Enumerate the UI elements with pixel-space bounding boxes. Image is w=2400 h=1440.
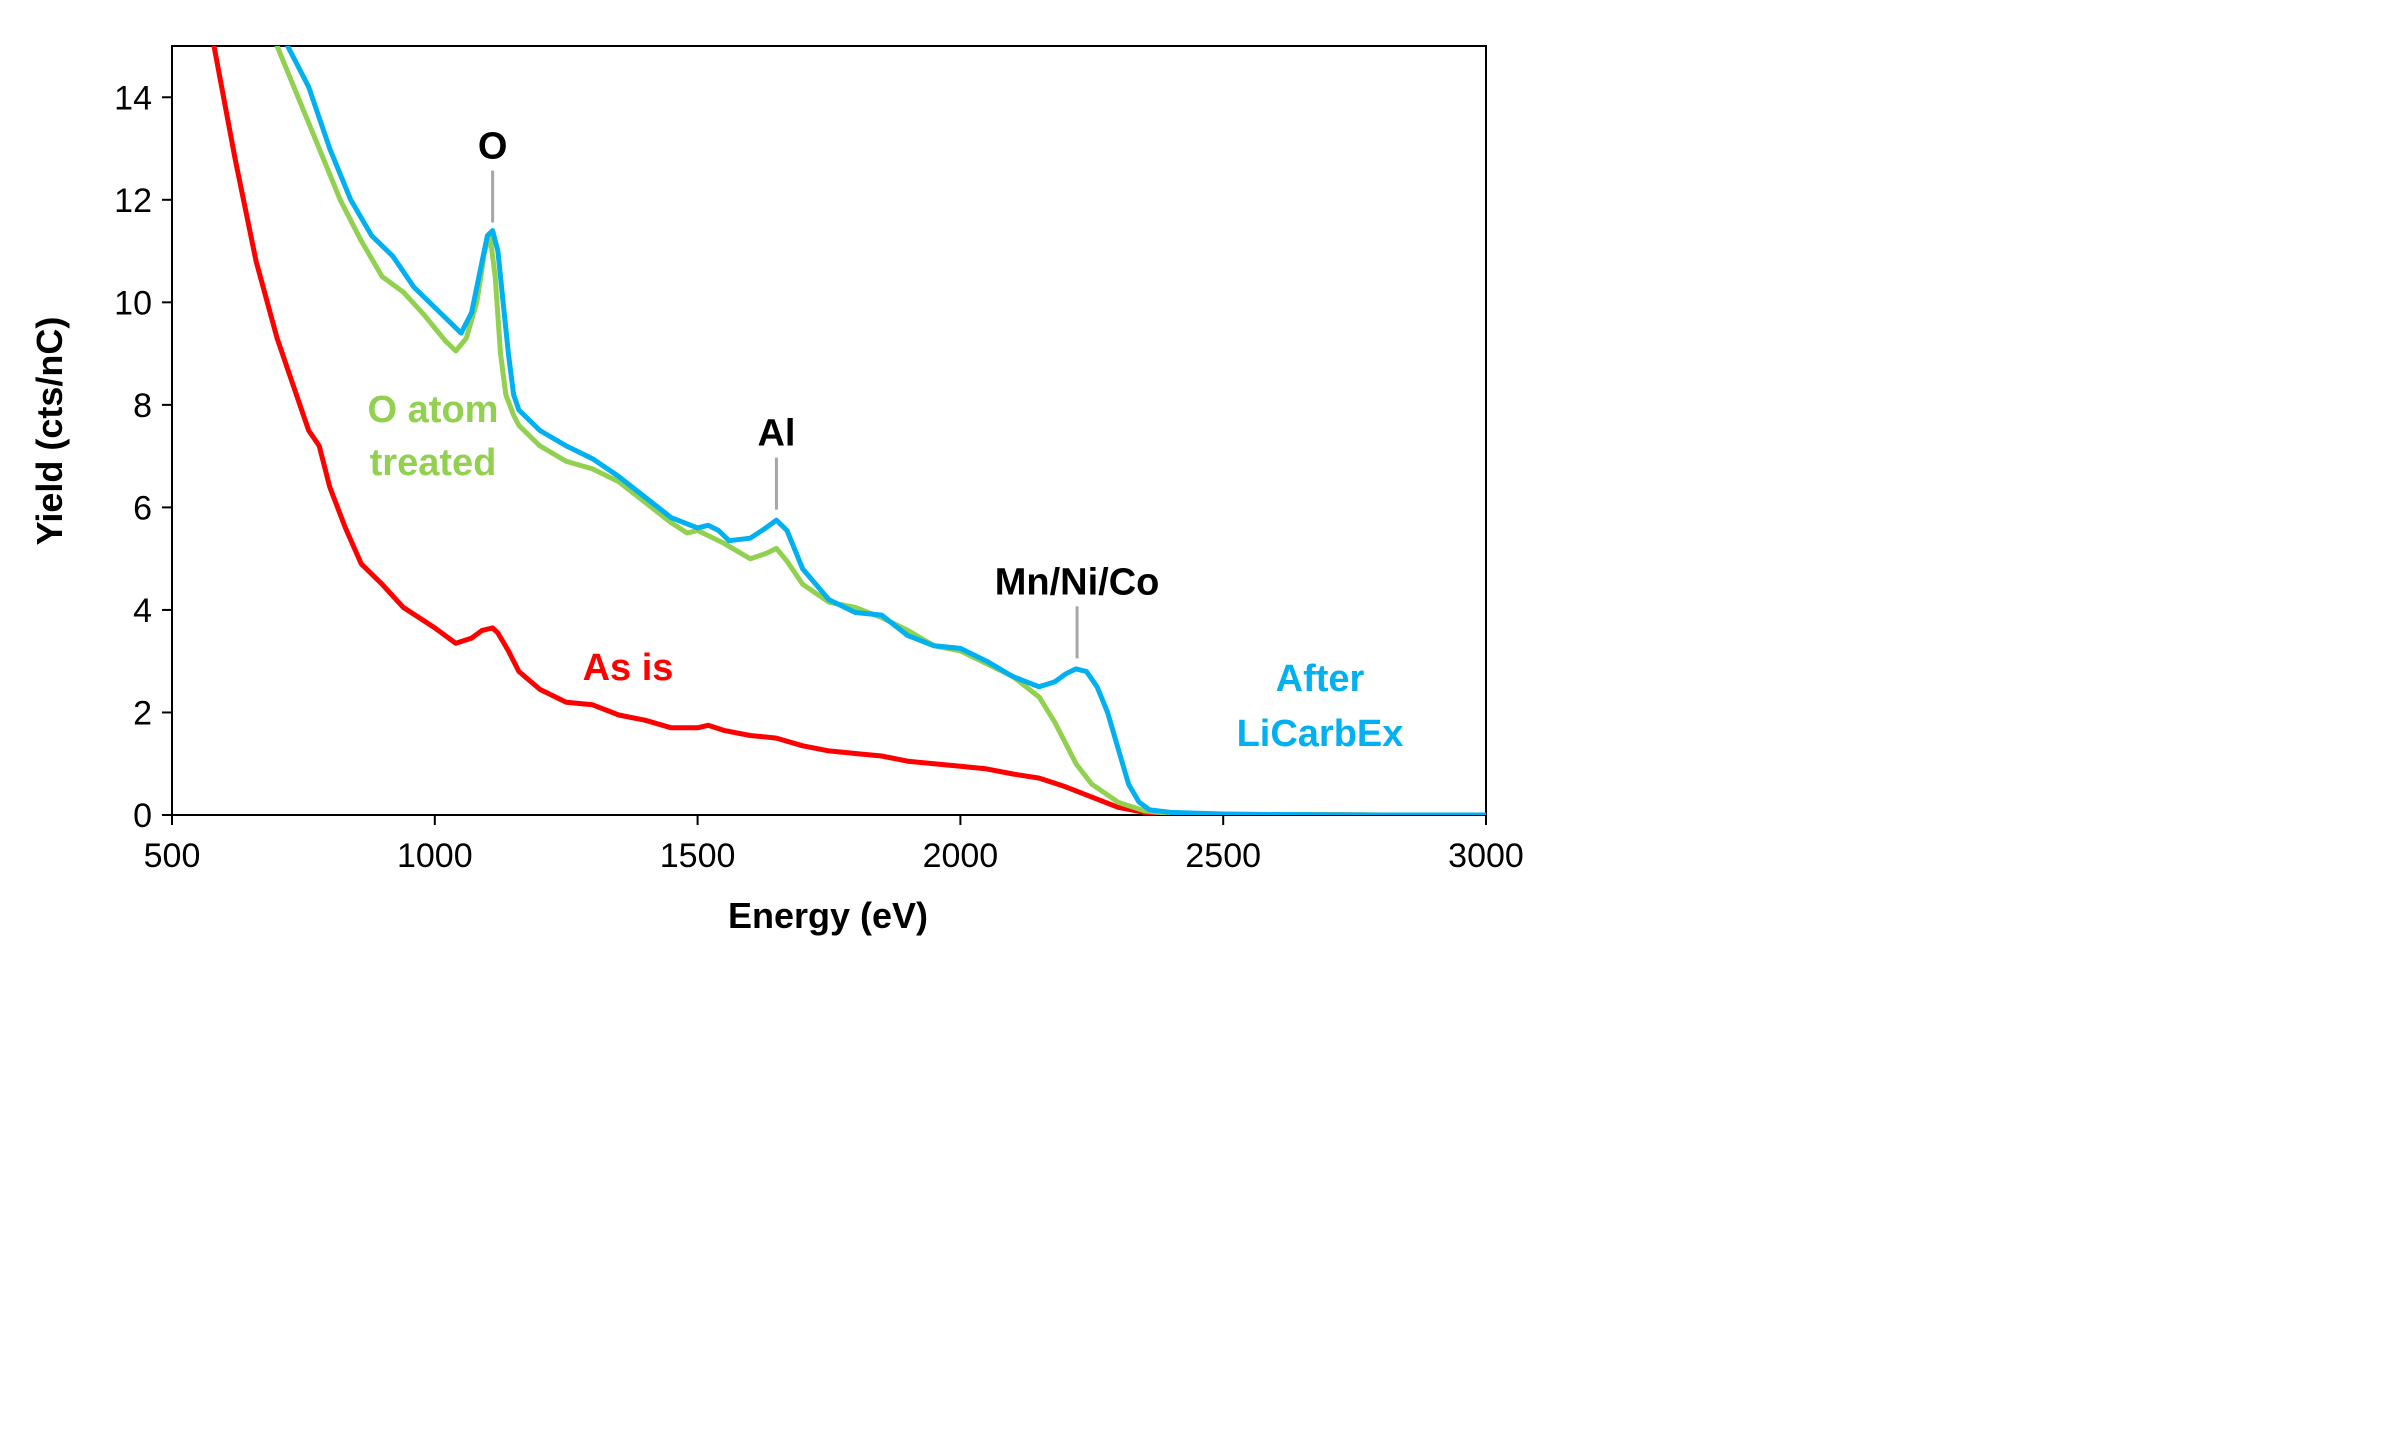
x-tick-label: 1500: [660, 837, 736, 875]
y-tick-label: 8: [133, 387, 152, 425]
series-label-licarbex-line1: After: [1276, 658, 1365, 700]
peak-annotation-mn-ni-co: Mn/Ni/Co: [995, 561, 1160, 603]
series-label-as-is: As is: [583, 647, 674, 689]
x-tick-label: 1000: [397, 837, 473, 875]
y-tick-label: 6: [133, 489, 152, 527]
y-axis-title: Yield (cts/nC): [29, 317, 70, 546]
series-label-o-atom-line2: treated: [370, 442, 497, 484]
x-tick-label: 2500: [1185, 837, 1261, 875]
peak-annotation-o: O: [478, 126, 508, 168]
y-tick-label: 2: [133, 694, 152, 732]
series-line-after-licarbex: [285, 46, 1486, 815]
x-tick-label: 500: [144, 837, 201, 875]
plot-area: [171, 45, 1487, 816]
x-tick-label: 2000: [923, 837, 999, 875]
series-label-o-atom-line1: O atom: [368, 389, 499, 431]
series-label-licarbex-line2: LiCarbEx: [1237, 713, 1404, 755]
chart: 500 1000 1500 2000 2500 3000 0 2 4 6 8 10 12 14 O Al Mn…: [29, 45, 1524, 936]
x-tick-label: 3000: [1448, 837, 1524, 875]
series-line-o-atom-treated: [274, 46, 1486, 815]
x-axis-title: Energy (eV): [728, 895, 928, 936]
series-line-as-is: [211, 46, 1486, 815]
y-tick-label: 14: [114, 79, 152, 117]
y-tick-label: 12: [114, 182, 152, 220]
y-tick-label: 4: [133, 592, 152, 630]
peak-annotation-al: Al: [757, 413, 795, 455]
y-tick-label: 0: [133, 797, 152, 835]
y-tick-label: 10: [114, 284, 152, 322]
